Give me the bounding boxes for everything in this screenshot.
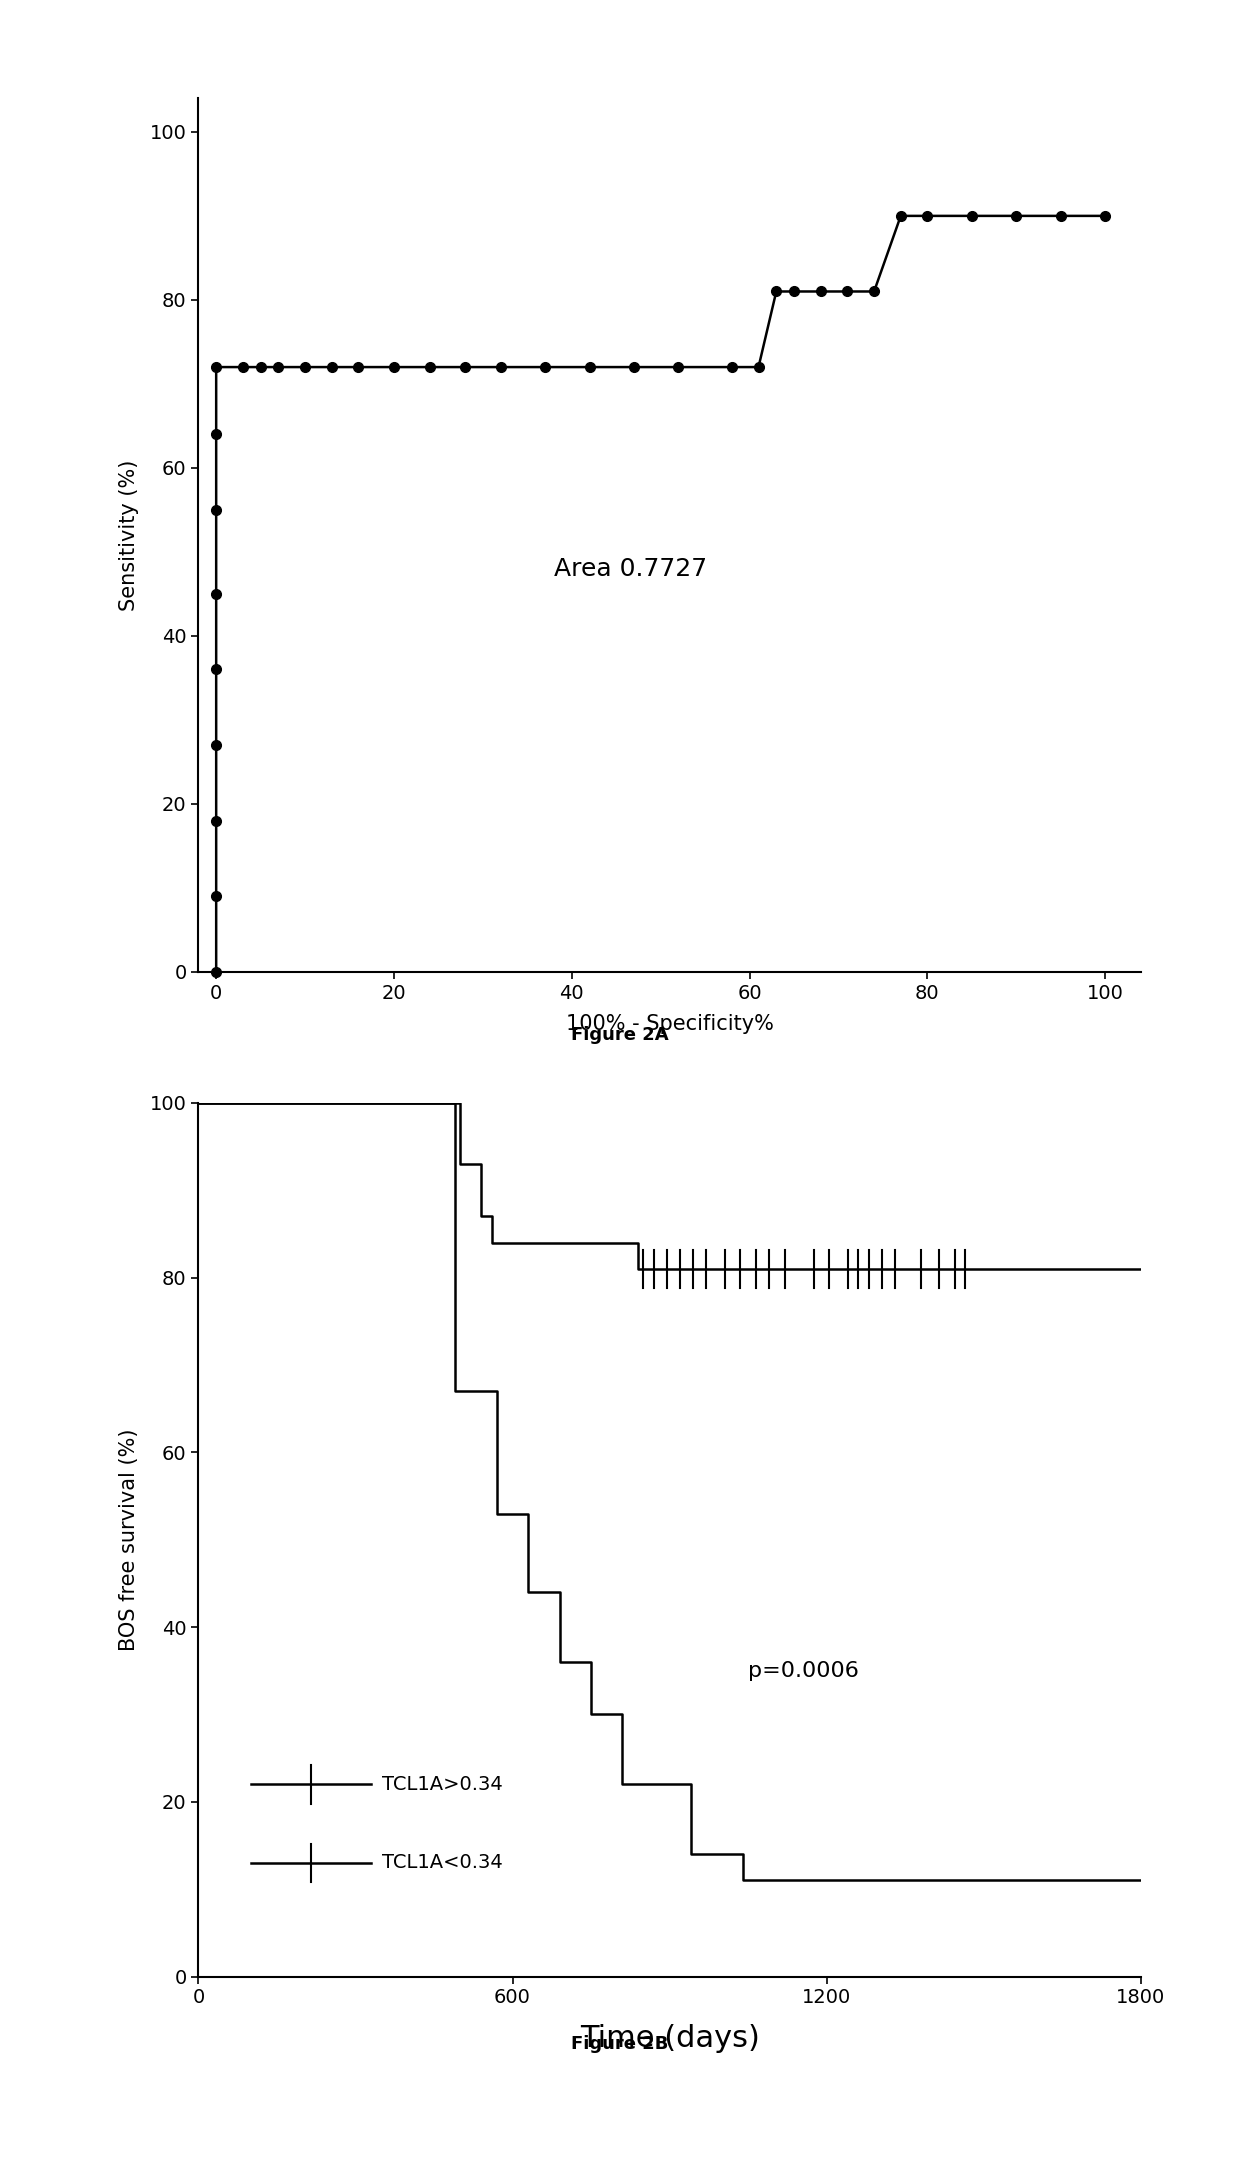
Text: TCL1A<0.34: TCL1A<0.34 [382,1854,502,1872]
Text: Figure 2B: Figure 2B [572,2035,668,2053]
Text: p=0.0006: p=0.0006 [748,1660,859,1682]
Text: Figure 2A: Figure 2A [572,1026,668,1044]
Y-axis label: BOS free survival (%): BOS free survival (%) [119,1428,139,1651]
Y-axis label: Sensitivity (%): Sensitivity (%) [119,459,139,612]
X-axis label: 100% - Specificity%: 100% - Specificity% [565,1013,774,1033]
X-axis label: Time (days): Time (days) [579,2025,760,2053]
Text: Area 0.7727: Area 0.7727 [554,557,707,581]
Text: TCL1A>0.34: TCL1A>0.34 [382,1776,502,1793]
